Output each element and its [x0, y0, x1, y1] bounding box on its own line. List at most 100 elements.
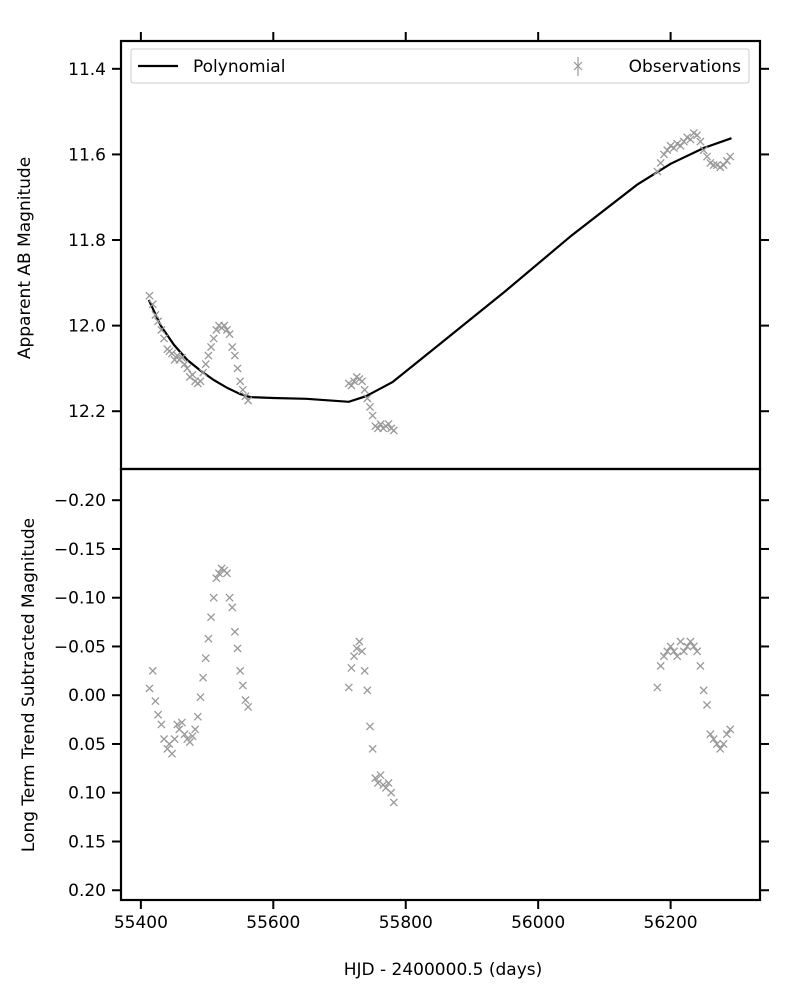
top-y-tick-label: 12.2 — [68, 402, 106, 422]
bottom-observation-point — [722, 730, 731, 739]
bottom-observation-point — [230, 627, 239, 636]
bottom-observation-point — [673, 652, 682, 661]
top-plot-frame — [119, 39, 762, 471]
top-observation-point — [669, 143, 678, 153]
bottom-observation-point — [173, 720, 182, 729]
top-observation-point — [157, 325, 166, 334]
bottom-plot-frame — [119, 467, 762, 902]
bottom-observation-point — [699, 686, 708, 695]
top-polynomial-line — [147, 137, 732, 403]
bottom-observation-point — [693, 647, 702, 656]
top-observation-point — [679, 137, 688, 146]
top-observation-point — [199, 368, 208, 377]
top-observation-point — [151, 310, 160, 319]
top-observation-point — [384, 420, 393, 429]
bottom-observation-point — [679, 647, 688, 656]
bottom-observation-point — [180, 730, 189, 739]
bottom-observation-point — [352, 644, 361, 653]
bottom-observation-point — [676, 637, 685, 646]
bottom-observation-point — [204, 634, 213, 643]
top-observation-point — [230, 351, 239, 360]
top-observation-point — [177, 353, 186, 362]
top-observation-point — [363, 394, 372, 403]
bottom-y-tick-label: 0.20 — [68, 881, 106, 901]
top-observation-point — [154, 317, 163, 326]
bottom-observation-point — [726, 725, 735, 734]
bottom-observation-point — [360, 666, 369, 675]
top-observation-point — [180, 360, 189, 369]
bottom-observation-point — [389, 798, 398, 807]
bottom-y-tick-label: −0.20 — [54, 491, 106, 511]
top-observation-point — [206, 342, 216, 352]
top-observation-point — [220, 321, 229, 330]
top-y-tick-label: 11.6 — [68, 145, 106, 165]
bottom-observation-point — [371, 774, 380, 783]
top-observation-point — [663, 146, 672, 155]
top-observation-point — [659, 150, 669, 159]
top-observation-point — [244, 396, 253, 405]
bottom-observation-point — [363, 686, 372, 695]
bottom-observation-point — [716, 744, 725, 753]
top-observation-point — [389, 426, 398, 435]
bottom-y-tick-label: 0.15 — [68, 832, 106, 852]
bottom-observation-point — [193, 712, 202, 721]
top-observation-point — [699, 146, 708, 155]
bottom-y-tick-label: −0.15 — [54, 540, 106, 560]
top-observation-point — [726, 152, 735, 161]
top-y-tick-label: 11.8 — [68, 231, 106, 251]
x-tick-label: 56000 — [511, 913, 565, 933]
bottom-panel: −0.20 −0.15 −0.10 −0.05 0.00 0.05 0.10 0.15 0.20… — [54, 467, 769, 933]
bottom-observation-point — [244, 702, 253, 711]
bottom-observation-point — [233, 644, 242, 653]
top-observation-point — [212, 325, 221, 334]
top-observation-point — [225, 330, 234, 339]
top-panel: 11.4 11.6 11.8 12.0 12.2 — [68, 32, 769, 471]
bottom-observation-point — [696, 661, 705, 671]
bottom-observation-point — [709, 735, 718, 744]
bottom-observation-point — [653, 683, 662, 692]
bottom-observation-point — [236, 666, 245, 675]
bottom-observation-point — [683, 642, 692, 651]
bottom-observation-point — [148, 666, 157, 675]
top-observation-point — [360, 385, 369, 394]
bottom-observation-point — [368, 744, 377, 753]
top-observation-point — [209, 334, 218, 343]
bottom-observation-point — [151, 697, 160, 706]
bottom-observation-point — [365, 722, 375, 731]
legend: Polynomial Observations — [130, 48, 750, 84]
bottom-observation-point — [686, 637, 695, 646]
top-observation-point — [368, 411, 377, 420]
top-observation-point — [347, 381, 356, 390]
bottom-observation-point — [167, 749, 177, 758]
bottom-observation-point — [712, 739, 722, 749]
bottom-observation-point — [201, 654, 210, 663]
top-y-tick-label: 11.4 — [68, 60, 106, 80]
bottom-observation-point — [347, 663, 356, 672]
top-observation-point — [702, 152, 712, 161]
top-observation-point — [167, 349, 177, 358]
top-observation-point — [238, 385, 247, 394]
bottom-observation-point — [191, 725, 200, 734]
legend-observations-label: Observations — [629, 57, 742, 77]
bottom-observation-point — [706, 730, 715, 739]
top-observation-point — [693, 131, 702, 140]
top-observation-point — [653, 167, 662, 176]
top-observation-point — [228, 342, 237, 352]
bottom-observation-point — [719, 739, 728, 749]
bottom-observation-point — [185, 737, 194, 747]
bottom-observation-point — [373, 778, 382, 788]
top-observation-point — [376, 420, 385, 429]
bottom-observation-point — [222, 569, 232, 578]
top-observation-point — [159, 334, 169, 343]
bottom-observation-point — [209, 593, 218, 602]
top-observation-point — [204, 351, 213, 360]
x-tick-label: 55800 — [379, 913, 433, 933]
bottom-observation-point — [241, 696, 250, 705]
x-tick-label: 55400 — [114, 913, 168, 933]
top-observation-point — [719, 161, 728, 170]
bottom-observation-point — [145, 684, 154, 693]
bottom-observation-point — [228, 603, 237, 612]
bottom-observation-point — [663, 647, 672, 656]
bottom-observation-point — [196, 693, 205, 702]
